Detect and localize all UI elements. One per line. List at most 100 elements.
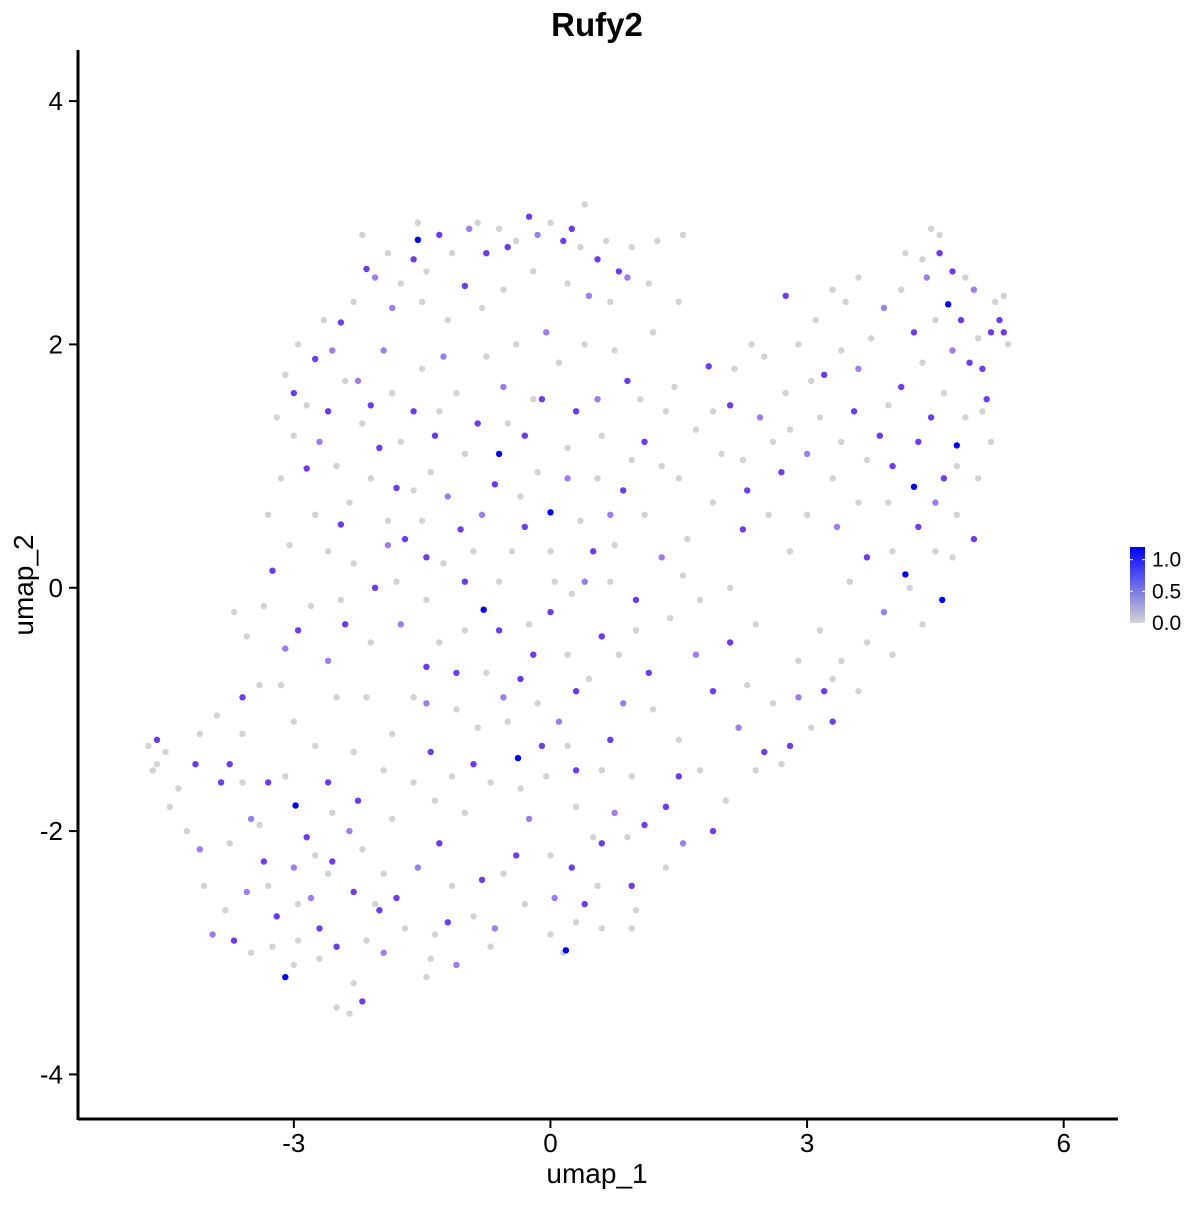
cell-point	[585, 675, 593, 683]
cell-point	[389, 730, 396, 737]
cell-point	[431, 432, 439, 439]
cell-point	[376, 907, 383, 914]
cell-point	[312, 742, 319, 750]
cell-point	[230, 608, 238, 616]
cell-point	[487, 943, 494, 950]
cell-point	[709, 827, 717, 835]
cell-point	[932, 548, 939, 555]
cell-point	[962, 274, 969, 281]
cell-point	[256, 681, 263, 689]
cell-point	[324, 657, 332, 664]
cell-point	[632, 907, 640, 914]
cell-point	[598, 925, 605, 932]
cell-point	[577, 243, 584, 251]
cell-point	[786, 548, 794, 555]
cell-point	[530, 268, 537, 275]
cell-point	[970, 535, 978, 543]
cell-point	[564, 651, 571, 658]
cell-point	[495, 627, 503, 634]
cell-point	[675, 298, 682, 305]
cell-point	[906, 584, 913, 591]
cell-point	[354, 797, 362, 804]
cell-point	[902, 250, 909, 257]
cell-point	[418, 365, 426, 372]
cell-point	[247, 815, 255, 823]
cell-point	[312, 355, 319, 363]
cell-point	[816, 414, 824, 421]
cell-point	[543, 329, 550, 336]
cell-point	[457, 526, 464, 533]
cell-point	[294, 341, 302, 348]
cell-point	[547, 931, 554, 938]
cell-point	[936, 250, 943, 257]
cell-point	[277, 681, 285, 689]
cell-point	[269, 943, 276, 950]
cell-point	[517, 493, 524, 500]
cell-point	[350, 298, 357, 305]
cell-point	[709, 499, 717, 506]
cell-point	[436, 408, 443, 415]
cell-point	[547, 608, 554, 616]
cell-point	[470, 548, 477, 555]
cell-point	[1004, 341, 1012, 348]
cell-point	[953, 442, 960, 449]
cell-point	[448, 882, 456, 889]
cell-point	[239, 730, 246, 737]
cell-point	[175, 785, 182, 792]
cell-point	[525, 815, 533, 823]
cell-point	[598, 432, 605, 439]
cell-point	[239, 779, 246, 786]
cell-point	[230, 937, 238, 944]
cell-point	[324, 408, 332, 415]
cell-point	[915, 523, 922, 531]
cell-point	[478, 511, 486, 518]
cell-point	[342, 377, 349, 385]
cell-point	[932, 316, 939, 324]
cell-point	[521, 432, 528, 439]
chart-title: Rufy2	[551, 6, 643, 43]
cell-point	[453, 961, 460, 969]
cell-point	[598, 633, 605, 640]
y-tick-label: 0	[49, 573, 63, 603]
cell-point	[803, 450, 811, 458]
cell-point	[333, 462, 340, 470]
cell-point	[547, 852, 554, 859]
cell-point	[307, 894, 315, 902]
cell-point	[217, 779, 225, 786]
cell-point	[350, 980, 357, 987]
cell-point	[483, 353, 490, 360]
cell-point	[679, 840, 687, 847]
cell-point	[521, 523, 528, 531]
cell-point	[649, 706, 657, 713]
cell-point	[380, 767, 387, 774]
cell-point	[389, 815, 396, 823]
cell-point	[782, 292, 789, 299]
cell-point	[380, 347, 387, 354]
cell-point	[641, 438, 648, 445]
cell-point	[974, 475, 982, 482]
cell-point	[675, 736, 682, 743]
cell-point	[470, 761, 477, 768]
cell-point	[868, 335, 875, 342]
y-tick-label: 2	[49, 329, 63, 359]
cell-point	[397, 438, 404, 445]
cell-point	[470, 913, 477, 920]
cell-point	[641, 821, 648, 829]
cell-point	[645, 669, 652, 677]
cell-point	[910, 329, 918, 336]
cell-point	[149, 767, 156, 774]
cell-point	[418, 298, 426, 305]
cell-point	[769, 700, 777, 707]
cell-point	[414, 219, 422, 226]
cell-point	[269, 567, 276, 574]
cell-point	[265, 779, 272, 786]
cell-point	[423, 596, 430, 604]
cell-point	[316, 955, 323, 962]
cell-point	[739, 526, 747, 533]
cell-point	[153, 761, 161, 768]
cell-point	[303, 402, 310, 409]
cell-point	[440, 560, 447, 567]
cell-point	[384, 250, 392, 257]
cell-point	[324, 870, 332, 877]
